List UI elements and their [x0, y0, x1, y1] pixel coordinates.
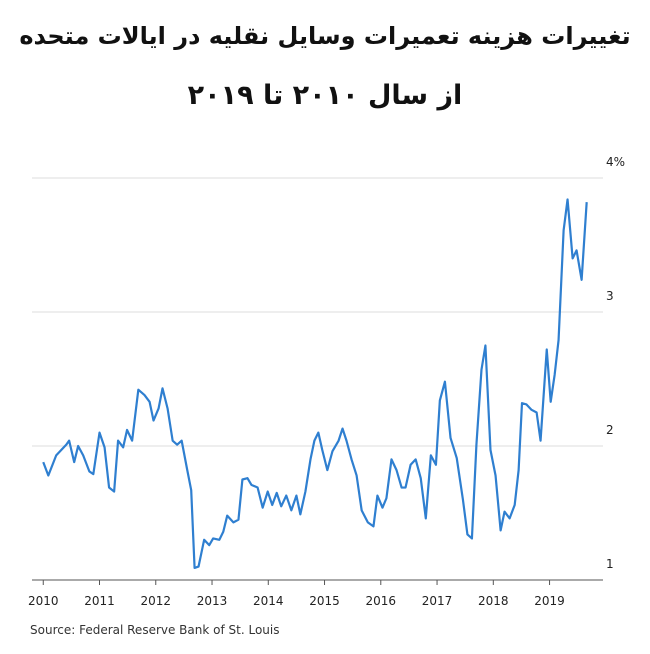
x-tick-label: 2018 [478, 594, 509, 608]
x-tick-label: 2015 [309, 594, 340, 608]
x-tick-label: 2019 [534, 594, 565, 608]
x-tick-label: 2010 [28, 594, 59, 608]
chart-title: تغییرات هزینه تعمیرات وسایل نقلیه در ایا… [19, 22, 630, 50]
y-tick-label: 2 [606, 423, 614, 437]
data-line [42, 198, 588, 570]
x-tick-label: 2016 [366, 594, 397, 608]
y-tick-label: 3 [606, 289, 614, 303]
x-tick-label: 2014 [253, 594, 284, 608]
chart-subtitle: از سال ۲۰۱۰ تا ۲۰۱۹ [188, 80, 463, 111]
x-tick-label: 2017 [422, 594, 453, 608]
x-tick-label: 2013 [197, 594, 228, 608]
y-tick-label: 1 [606, 557, 614, 571]
x-tick-label: 2012 [140, 594, 171, 608]
source-note: Source: Federal Reserve Bank of St. Loui… [30, 623, 279, 637]
x-tick-label: 2011 [84, 594, 115, 608]
y-tick-label: 4% [606, 155, 625, 169]
